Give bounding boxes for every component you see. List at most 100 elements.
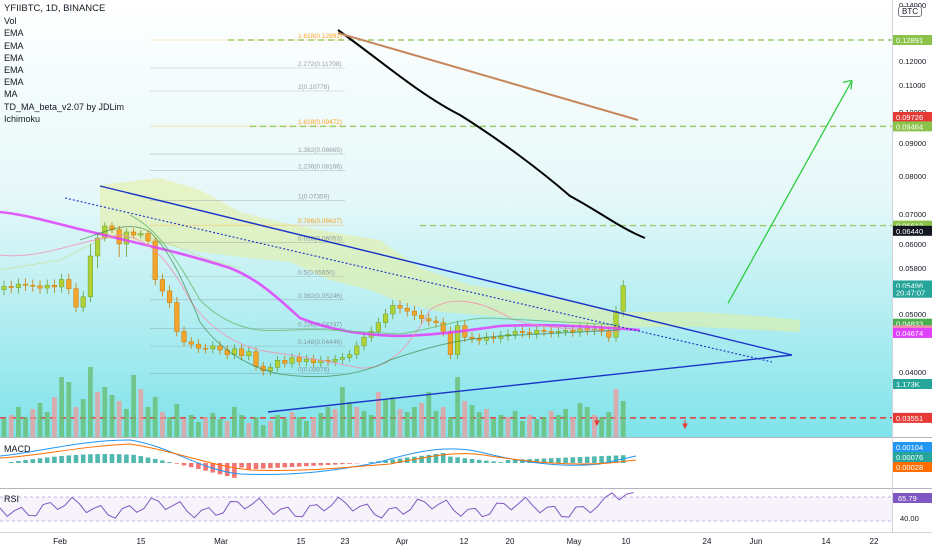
macd-histogram-bar (45, 457, 50, 463)
volume-bar (189, 415, 194, 437)
volume-bar (102, 387, 107, 437)
volume-bar (362, 411, 367, 437)
volume-bar (563, 409, 568, 437)
volume-bar (110, 395, 115, 437)
macd-histogram-bar (578, 457, 583, 463)
macd-histogram-bar (88, 454, 93, 463)
price-tick-label-6: 0.07000 (899, 210, 926, 219)
volume-bar (95, 392, 100, 437)
macd-histogram-bar (110, 454, 115, 463)
time-axis-label-4: 23 (341, 537, 350, 546)
volume-bar (9, 415, 14, 437)
macd-histogram-bar (38, 458, 43, 463)
legend-ema-2[interactable]: EMA (4, 40, 124, 52)
macd-histogram-bar (95, 454, 100, 463)
macd-histogram-bar (448, 457, 453, 463)
volume-bar (196, 422, 201, 437)
volume-bar (30, 409, 35, 437)
indicator-legend: YFIIBTC, 1D, BINANCE Vol EMA EMA EMA EMA… (4, 3, 124, 125)
candle (182, 331, 187, 341)
volume-bar (614, 389, 619, 437)
macd-histogram-bar (146, 457, 151, 463)
macd-histogram-bar (455, 457, 460, 463)
legend-ema-3[interactable]: EMA (4, 52, 124, 64)
volume-bar (419, 403, 424, 437)
macd-label: MACD (4, 444, 31, 454)
macd-histogram-bar (499, 462, 504, 463)
volume-bar (470, 405, 475, 437)
volume-bar (167, 417, 172, 437)
macd-histogram-bar (247, 463, 252, 469)
macd-histogram-bar (189, 463, 194, 467)
candle (347, 355, 352, 358)
volume-bar (16, 407, 21, 437)
volume-bar (383, 399, 388, 437)
candle (419, 315, 424, 318)
price-badge-label-11: 1.173K (896, 380, 920, 389)
symbol-title[interactable]: YFIIBTC, 1D, BINANCE (4, 3, 124, 15)
volume-bar (239, 415, 244, 437)
macd-histogram-bar (275, 463, 280, 468)
candle (304, 359, 309, 361)
fib-level-label-6: 1(0.07359) (298, 193, 329, 200)
fib-level-label-1: 2.272(0.11708) (298, 61, 342, 68)
candle (535, 330, 540, 333)
volume-bar (124, 409, 129, 437)
macd-histogram-bar (470, 459, 475, 463)
candle (131, 232, 136, 235)
macd-histogram-bar (59, 456, 64, 463)
legend-vol[interactable]: Vol (4, 15, 124, 27)
legend-td-ma[interactable]: TD_MA_beta_v2.07 by JDLim (4, 101, 124, 113)
time-axis-label-2: Mar (214, 537, 228, 546)
macd-histogram-bar (16, 461, 21, 463)
candle (427, 319, 432, 321)
candle (556, 331, 561, 332)
candle (124, 232, 129, 244)
macd-histogram-bar (477, 460, 482, 463)
candle (203, 348, 208, 349)
candle (434, 321, 439, 323)
macd-histogram-bar (67, 455, 72, 463)
volume-bar (45, 412, 50, 437)
volume-bar (52, 397, 57, 437)
candle (376, 323, 381, 332)
volume-bar (520, 421, 525, 437)
macd-histogram-bar (160, 460, 165, 463)
legend-ema-1[interactable]: EMA (4, 27, 124, 39)
macd-histogram-bar (556, 458, 561, 463)
macd-histogram-bar (599, 456, 604, 463)
fib-level-label-10: 0.382(0.05246) (298, 293, 342, 300)
volume-bar (59, 377, 64, 437)
time-axis-label-12: 14 (822, 537, 831, 546)
macd-histogram-bar (74, 455, 79, 463)
volume-bar (498, 415, 503, 437)
legend-ema-4[interactable]: EMA (4, 64, 124, 76)
volume-bar (232, 407, 237, 437)
macd-badge-label-2: 0.00028 (896, 463, 923, 472)
volume-bar (376, 392, 381, 437)
currency-badge[interactable]: BTC (898, 6, 922, 17)
candle (139, 234, 144, 236)
price-badge-label-10: 0.04674 (896, 329, 923, 338)
macd-histogram-bar (31, 459, 36, 463)
volume-bar (203, 417, 208, 437)
volume-bar (542, 417, 547, 437)
candle (196, 344, 201, 348)
legend-ema-5[interactable]: EMA (4, 76, 124, 88)
legend-ma[interactable]: MA (4, 88, 124, 100)
candle (67, 280, 72, 289)
volume-bar (340, 387, 345, 437)
candle (59, 280, 64, 287)
candle (405, 308, 410, 311)
volume-bar (477, 412, 482, 437)
volume-bar (174, 404, 179, 437)
volume-bar (268, 421, 273, 437)
time-axis-label-9: 10 (622, 537, 631, 546)
candle (175, 303, 180, 332)
legend-ichimoku[interactable]: Ichimoku (4, 113, 124, 125)
macd-histogram-bar (268, 463, 273, 468)
volume-bar (506, 417, 511, 437)
price-badge-label-4: 0.06440 (896, 227, 923, 236)
candle (9, 286, 14, 287)
